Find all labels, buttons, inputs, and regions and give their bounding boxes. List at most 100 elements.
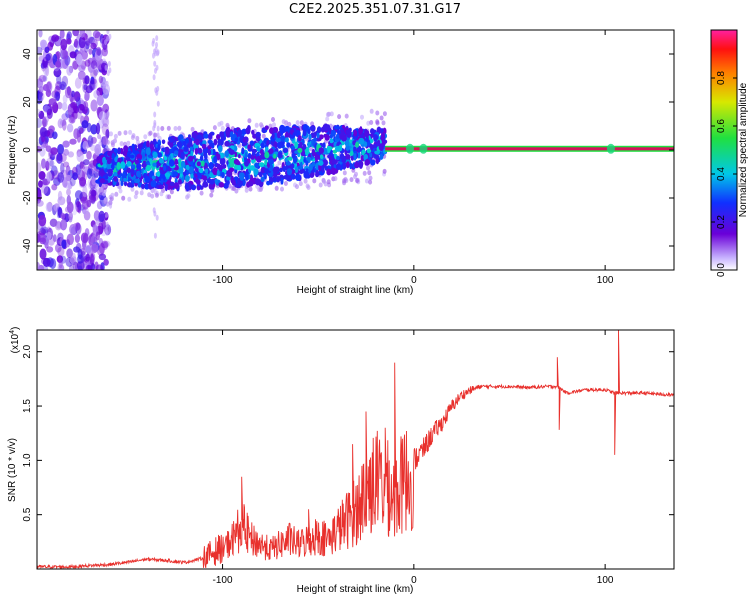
- spectrogram-noise-mark: [77, 70, 86, 80]
- spectrogram-band-mark: [308, 133, 312, 141]
- spectrogram-band-mark: [188, 166, 194, 174]
- spectrogram-band-mark: [220, 135, 224, 141]
- spectrogram-halo-mark: [349, 177, 354, 183]
- spectrogram-band-mark: [217, 145, 223, 153]
- spectrogram-band-mark: [319, 134, 324, 140]
- snr-series-line: [37, 330, 674, 569]
- spectrogram-halo-mark: [369, 120, 374, 125]
- spectrogram-band-mark: [251, 151, 256, 156]
- spectrogram-noise-mark: [82, 140, 89, 150]
- spectrogram-noise-mark: [90, 60, 98, 70]
- spectrogram-band-mark: [316, 126, 322, 134]
- spectrogram-noise-mark: [48, 98, 57, 106]
- spectrogram-noise-mark: [92, 30, 101, 39]
- spectrogram-band-mark: [273, 141, 278, 149]
- spectrogram-halo-mark: [217, 121, 222, 127]
- spectrogram-band-mark: [353, 129, 358, 137]
- spectrogram-halo-mark: [322, 179, 326, 184]
- spectrogram-halo-mark: [109, 131, 113, 137]
- snr-panel: -100 0 100 0.5 1.0 1.5 2.0 Height of straight …: [7, 327, 675, 595]
- snr-y-scale-label: (x104): [9, 327, 21, 354]
- spectrogram-noise-mark: [56, 101, 63, 110]
- spectrogram-halo-mark: [104, 196, 109, 202]
- colorbar-tick-label: 0.6: [716, 119, 727, 133]
- spectrogram-band-mark: [168, 159, 175, 167]
- spectrogram-band-mark: [151, 175, 156, 180]
- spectrogram-band-mark: [169, 181, 175, 186]
- spectrogram-band-mark: [341, 134, 347, 142]
- spectrogram-noise-mark: [66, 233, 75, 245]
- spectrogram-halo-mark: [114, 191, 119, 197]
- spectrogram-halo-mark: [295, 120, 300, 126]
- spectrogram-band-mark: [158, 157, 164, 164]
- spectrogram-band-mark: [324, 134, 330, 141]
- spectrogram-noise-mark: [42, 75, 48, 82]
- spectrogram-band-mark: [342, 162, 346, 170]
- spectrogram-halo-mark: [173, 126, 178, 131]
- spectrogram-band-mark: [214, 178, 218, 184]
- colorbar-label: Normalized spectral amplitude: [738, 82, 749, 217]
- spectrogram-halo-mark: [150, 193, 155, 199]
- spectrogram-noise-mark: [98, 210, 105, 223]
- spectrogram-x-tick-label: 0: [411, 275, 417, 286]
- spectrogram-halo-mark: [160, 126, 165, 131]
- spectrogram-noise-mark: [53, 68, 62, 78]
- spectrogram-noise-mark: [105, 221, 109, 228]
- spectrogram-band-mark: [157, 143, 161, 151]
- spectrogram-noise-mark: [68, 264, 74, 270]
- spectrogram-halo-mark: [299, 120, 304, 126]
- spectrogram-band-mark: [226, 176, 230, 181]
- spectrogram-band-mark: [290, 173, 296, 180]
- spectrogram-band-mark: [303, 170, 310, 179]
- spectrogram-band-mark: [279, 124, 285, 133]
- spectrogram-halo-mark: [368, 175, 373, 181]
- spectrogram-band-mark: [190, 173, 194, 179]
- spectrogram-band-mark: [226, 179, 230, 185]
- spectrogram-band-mark: [241, 147, 245, 155]
- spectrogram-band-mark: [358, 161, 363, 169]
- spectrogram-noise-mark: [79, 30, 86, 38]
- spectrogram-band-mark: [136, 153, 143, 161]
- spectrogram-band-mark: [334, 145, 341, 152]
- spectrogram-band-mark: [207, 149, 212, 156]
- spectrogram-noise-mark: [59, 30, 65, 39]
- spectrogram-halo-mark: [382, 111, 387, 117]
- spectrogram-noise-mark: [56, 206, 61, 219]
- spectrogram-noise-mark: [96, 95, 104, 106]
- spectrogram-halo-mark: [134, 190, 139, 196]
- spectrogram-band-mark: [345, 154, 351, 160]
- spectrogram-band-mark: [204, 168, 209, 174]
- spectrogram-halo-mark: [295, 184, 299, 190]
- spectrogram-band-mark: [336, 129, 341, 135]
- spectrogram-band-mark: [314, 154, 321, 160]
- spectrogram-noise-mark: [71, 252, 76, 263]
- spectrogram-halo-mark: [147, 192, 152, 198]
- spectrogram-band-mark: [256, 146, 260, 152]
- spectrogram-noise-mark: [81, 120, 89, 129]
- spectrogram-noise-mark: [91, 243, 99, 253]
- spectrogram-noise-mark: [98, 242, 105, 254]
- spectrogram-band-mark: [212, 167, 219, 176]
- spectrogram-band-mark: [364, 130, 370, 138]
- spectrogram-noise-mark: [46, 246, 54, 253]
- colorbar-tick-label: 0.4: [716, 167, 727, 181]
- spectrogram-halo-mark: [130, 135, 135, 140]
- spectrogram-halo-mark: [337, 114, 342, 120]
- spectrogram-band-mark: [245, 127, 251, 135]
- spectrogram-noise-mark: [79, 161, 84, 169]
- spectrogram-band-mark: [248, 154, 252, 159]
- spectrogram-band-mark: [294, 166, 299, 174]
- spectrogram-noise-mark: [75, 201, 81, 213]
- spectrogram-band-mark: [224, 140, 230, 147]
- spectrogram-noise-mark: [61, 239, 67, 249]
- spectrogram-band-mark: [353, 153, 357, 161]
- spectrogram-band-mark: [254, 162, 259, 169]
- spectrogram-band-mark: [121, 172, 127, 180]
- spectrogram-noise-mark: [56, 255, 64, 263]
- spectrogram-noise-mark: [37, 108, 41, 115]
- spectrogram-band-mark: [102, 156, 107, 164]
- spectrogram-noise-mark: [89, 187, 98, 197]
- spectrogram-halo-mark: [366, 165, 370, 171]
- spectrogram-noise-mark: [42, 257, 51, 267]
- spectrogram-noise-mark: [86, 37, 93, 46]
